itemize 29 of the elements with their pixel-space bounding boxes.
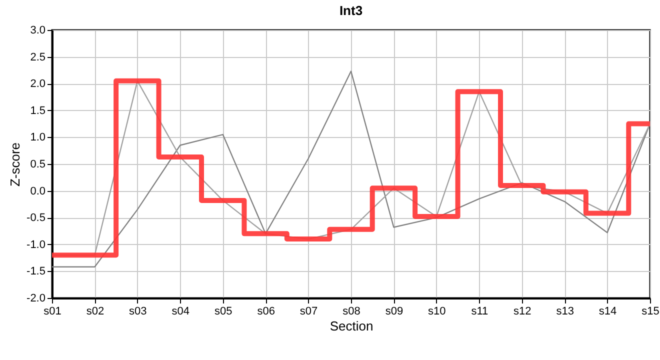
y-tick-label: -0.5 bbox=[26, 212, 46, 224]
x-tick-label: s04 bbox=[172, 306, 190, 318]
x-tick-label: s05 bbox=[214, 306, 232, 318]
x-tick-label: s14 bbox=[598, 306, 617, 318]
y-tick-label: 1.0 bbox=[30, 132, 46, 144]
y-tick-label: -1.5 bbox=[26, 266, 46, 278]
y-tick-label: -2.0 bbox=[26, 292, 46, 304]
x-tick-label: s12 bbox=[513, 306, 532, 318]
x-tick-label: s11 bbox=[471, 306, 488, 318]
x-tick-label: s09 bbox=[385, 306, 404, 318]
y-tick-label: 0.0 bbox=[30, 185, 46, 198]
x-tick-label: s06 bbox=[257, 306, 275, 318]
x-tick-label: s15 bbox=[642, 306, 660, 318]
y-tick-label: 0.5 bbox=[30, 158, 46, 170]
x-tick-label: s08 bbox=[342, 306, 360, 318]
x-tick-label: s02 bbox=[86, 306, 104, 318]
chart-title: Int3 bbox=[339, 3, 363, 18]
y-tick-label: 1.5 bbox=[30, 104, 46, 117]
x-tick-label: s03 bbox=[129, 306, 147, 318]
y-axis-title: Z-score bbox=[8, 142, 23, 187]
x-tick-label: s01 bbox=[44, 306, 62, 318]
x-tick-label: s10 bbox=[428, 306, 446, 318]
y-tick-label: 2.0 bbox=[30, 78, 46, 90]
y-tick-label: 2.5 bbox=[30, 51, 46, 64]
y-tick-label: 3.0 bbox=[30, 24, 46, 36]
x-axis-title: Section bbox=[330, 318, 374, 334]
x-tick-label: s13 bbox=[556, 306, 574, 318]
y-tick-label: -1.0 bbox=[26, 238, 46, 251]
x-tick-label: s07 bbox=[300, 306, 318, 318]
